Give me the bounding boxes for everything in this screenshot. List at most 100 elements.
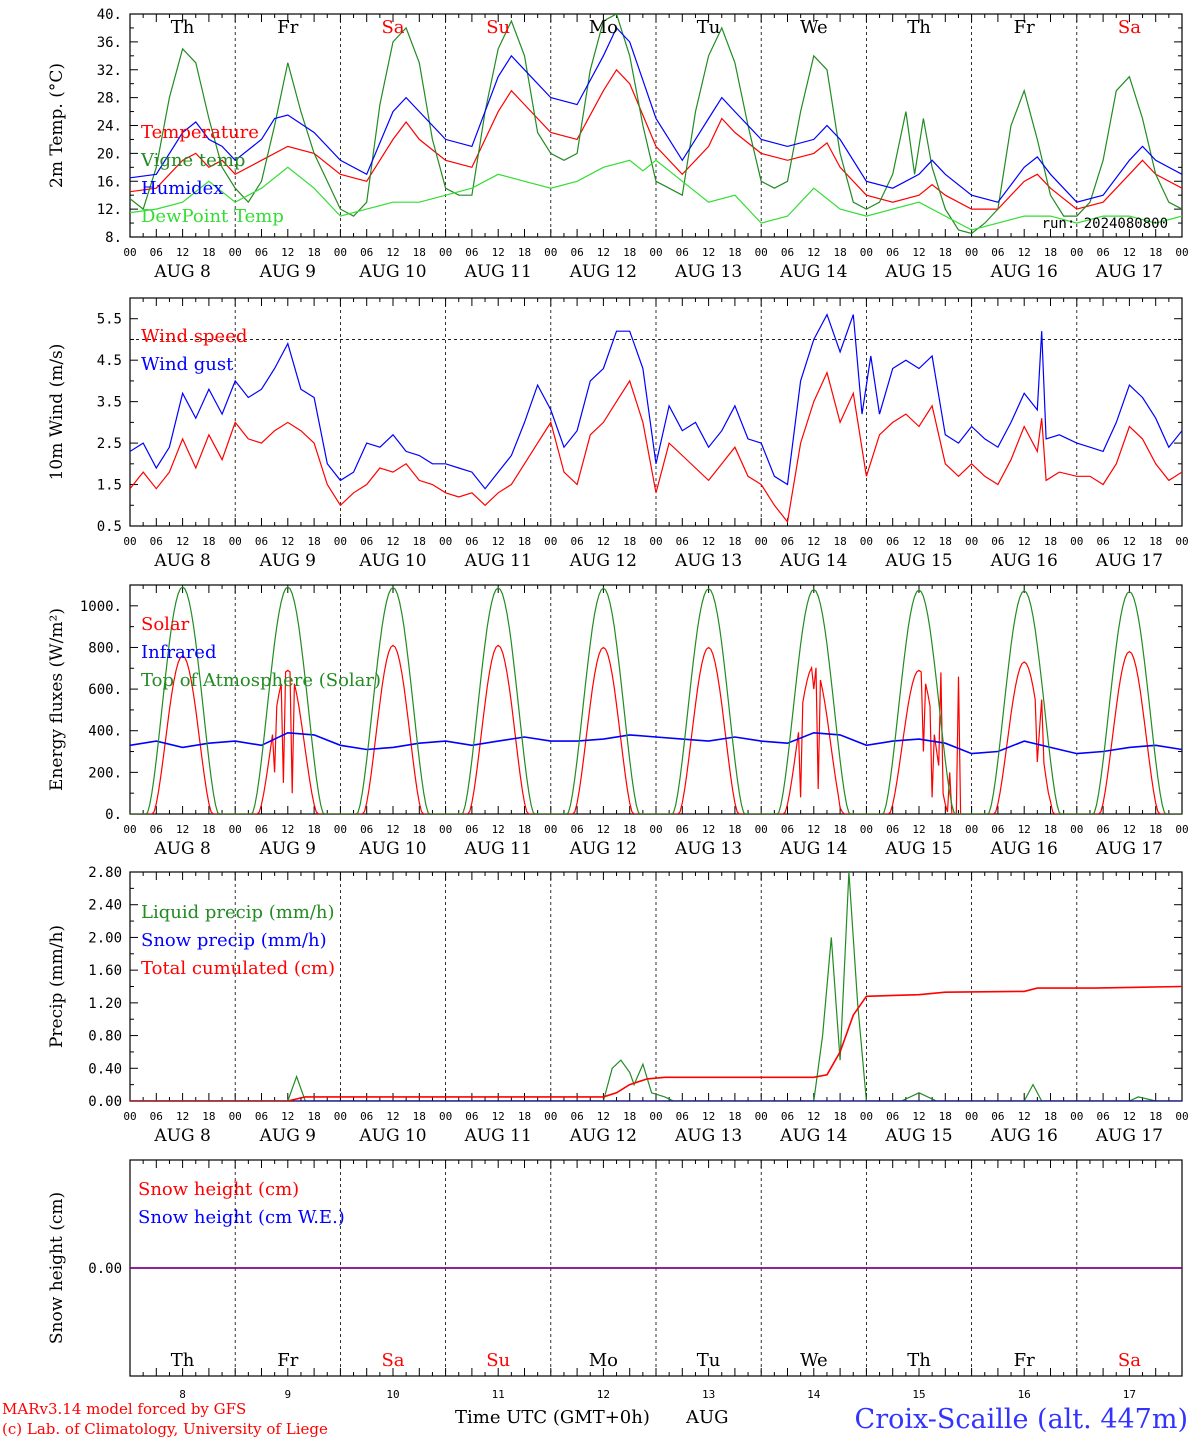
legend-entry: Top of Atmosphere (Solar) [141,670,381,691]
hour-label: 06 [570,1110,583,1123]
hour-label: 06 [360,535,373,548]
date-label: AUG 12 [569,1126,637,1146]
date-label: AUG 12 [569,551,637,571]
series-line-wind-speed [130,370,1182,524]
footer-copyright: (c) Lab. of Climatology, University of L… [2,1420,328,1438]
hour-label: 00 [965,246,978,259]
date-label: AUG 13 [674,1126,742,1146]
date-label: AUG 14 [779,551,847,571]
date-label: AUG 8 [153,1126,210,1146]
hour-label: 18 [1149,535,1162,548]
legend-entry: Humidex [141,178,223,199]
weekday-label-top: Fr [1014,17,1035,38]
hour-label: 18 [728,1110,741,1123]
y-tick-label: 1.20 [88,996,122,1012]
hour-label: 06 [570,535,583,548]
date-label: AUG 10 [358,262,426,282]
weekday-label-top: We [800,17,828,38]
hour-label: 12 [912,823,925,836]
hour-label: 06 [360,823,373,836]
weekday-label-top: Tu [697,17,721,38]
panel-2: 5.5 4.5 3.5 2.5 1.5 0.5 10m Wind (m/s) 00 06 12 18… [47,297,1189,571]
series-line-liquid-precip-mm-h- [130,872,1182,1101]
weekday-label-bottom: Th [907,1350,931,1371]
weekday-label-bottom: Mo [589,1350,618,1371]
date-label: AUG 15 [884,551,952,571]
hour-label: 00 [229,823,242,836]
hour-label: 00 [439,823,452,836]
series-group [130,872,1182,1101]
bottom-day-number: 10 [386,1388,399,1401]
hour-label: 00 [544,246,557,259]
y-tick-label: 24. [97,119,122,135]
hour-label: 00 [755,1110,768,1123]
hour-label: 12 [386,1110,399,1123]
hour-label: 06 [781,246,794,259]
hour-label: 06 [991,1110,1004,1123]
footer-model: MARv3.14 model forced by GFS [2,1400,246,1418]
hour-label: 00 [860,823,873,836]
hour-label: 06 [886,246,899,259]
hour-label: 00 [1070,823,1083,836]
y-tick-label: 40. [97,7,122,23]
hour-label: 18 [1149,1110,1162,1123]
hour-label: 18 [833,823,846,836]
hour-label: 18 [413,535,426,548]
hour-label: 06 [465,823,478,836]
hour-label: 00 [649,1110,662,1123]
hour-label: 00 [123,823,136,836]
hour-label: 12 [176,823,189,836]
hour-label: 12 [176,535,189,548]
weekday-label-top: Su [486,17,510,38]
y-axis-label: 2m Temp. (°C) [47,63,67,188]
hour-label: 12 [1123,535,1136,548]
hour-label: 12 [176,246,189,259]
hour-label: 18 [518,246,531,259]
y-tick-label: 0.00 [88,1261,122,1277]
hour-label: 18 [413,823,426,836]
date-label: AUG 16 [990,839,1058,859]
date-label: AUG 13 [674,839,742,859]
hour-label: 18 [728,823,741,836]
hour-label: 00 [1070,535,1083,548]
hour-label: 18 [1149,823,1162,836]
date-label: AUG 10 [358,551,426,571]
series-group [130,14,1182,235]
hour-label: 00 [1175,246,1188,259]
y-tick-label: 1.5 [97,478,122,494]
hour-label: 06 [1096,246,1109,259]
weekday-label-top: Sa [1118,17,1141,38]
date-label: AUG 15 [884,262,952,282]
hour-label: 06 [781,823,794,836]
bottom-day-number: 12 [597,1388,610,1401]
hour-label: 18 [307,535,320,548]
y-tick-label: 0.5 [97,519,122,535]
hour-label: 00 [123,1110,136,1123]
hour-label: 12 [807,823,820,836]
hour-label: 18 [939,1110,952,1123]
hour-label: 12 [492,823,505,836]
hour-label: 12 [597,535,610,548]
series-group [130,586,1182,814]
y-tick-label: 36. [97,35,122,51]
hour-label: 18 [833,246,846,259]
hour-label: 06 [465,535,478,548]
hour-label: 00 [649,535,662,548]
hour-label: 12 [1018,823,1031,836]
series-line-humidex [130,26,1182,203]
date-label: AUG 9 [259,1126,316,1146]
hour-label: 12 [281,823,294,836]
hour-label: 12 [807,1110,820,1123]
hour-label: 00 [755,535,768,548]
hour-label: 12 [597,823,610,836]
y-tick-label: 2.80 [88,865,122,881]
weekday-label-bottom: Fr [277,1350,298,1371]
hour-label: 18 [1149,246,1162,259]
hour-label: 06 [150,823,163,836]
hour-label: 18 [1044,246,1057,259]
hour-label: 06 [255,535,268,548]
y-tick-label: 3.5 [97,395,122,411]
hour-label: 06 [150,535,163,548]
series-line-infrared [130,731,1182,755]
hour-label: 00 [755,823,768,836]
